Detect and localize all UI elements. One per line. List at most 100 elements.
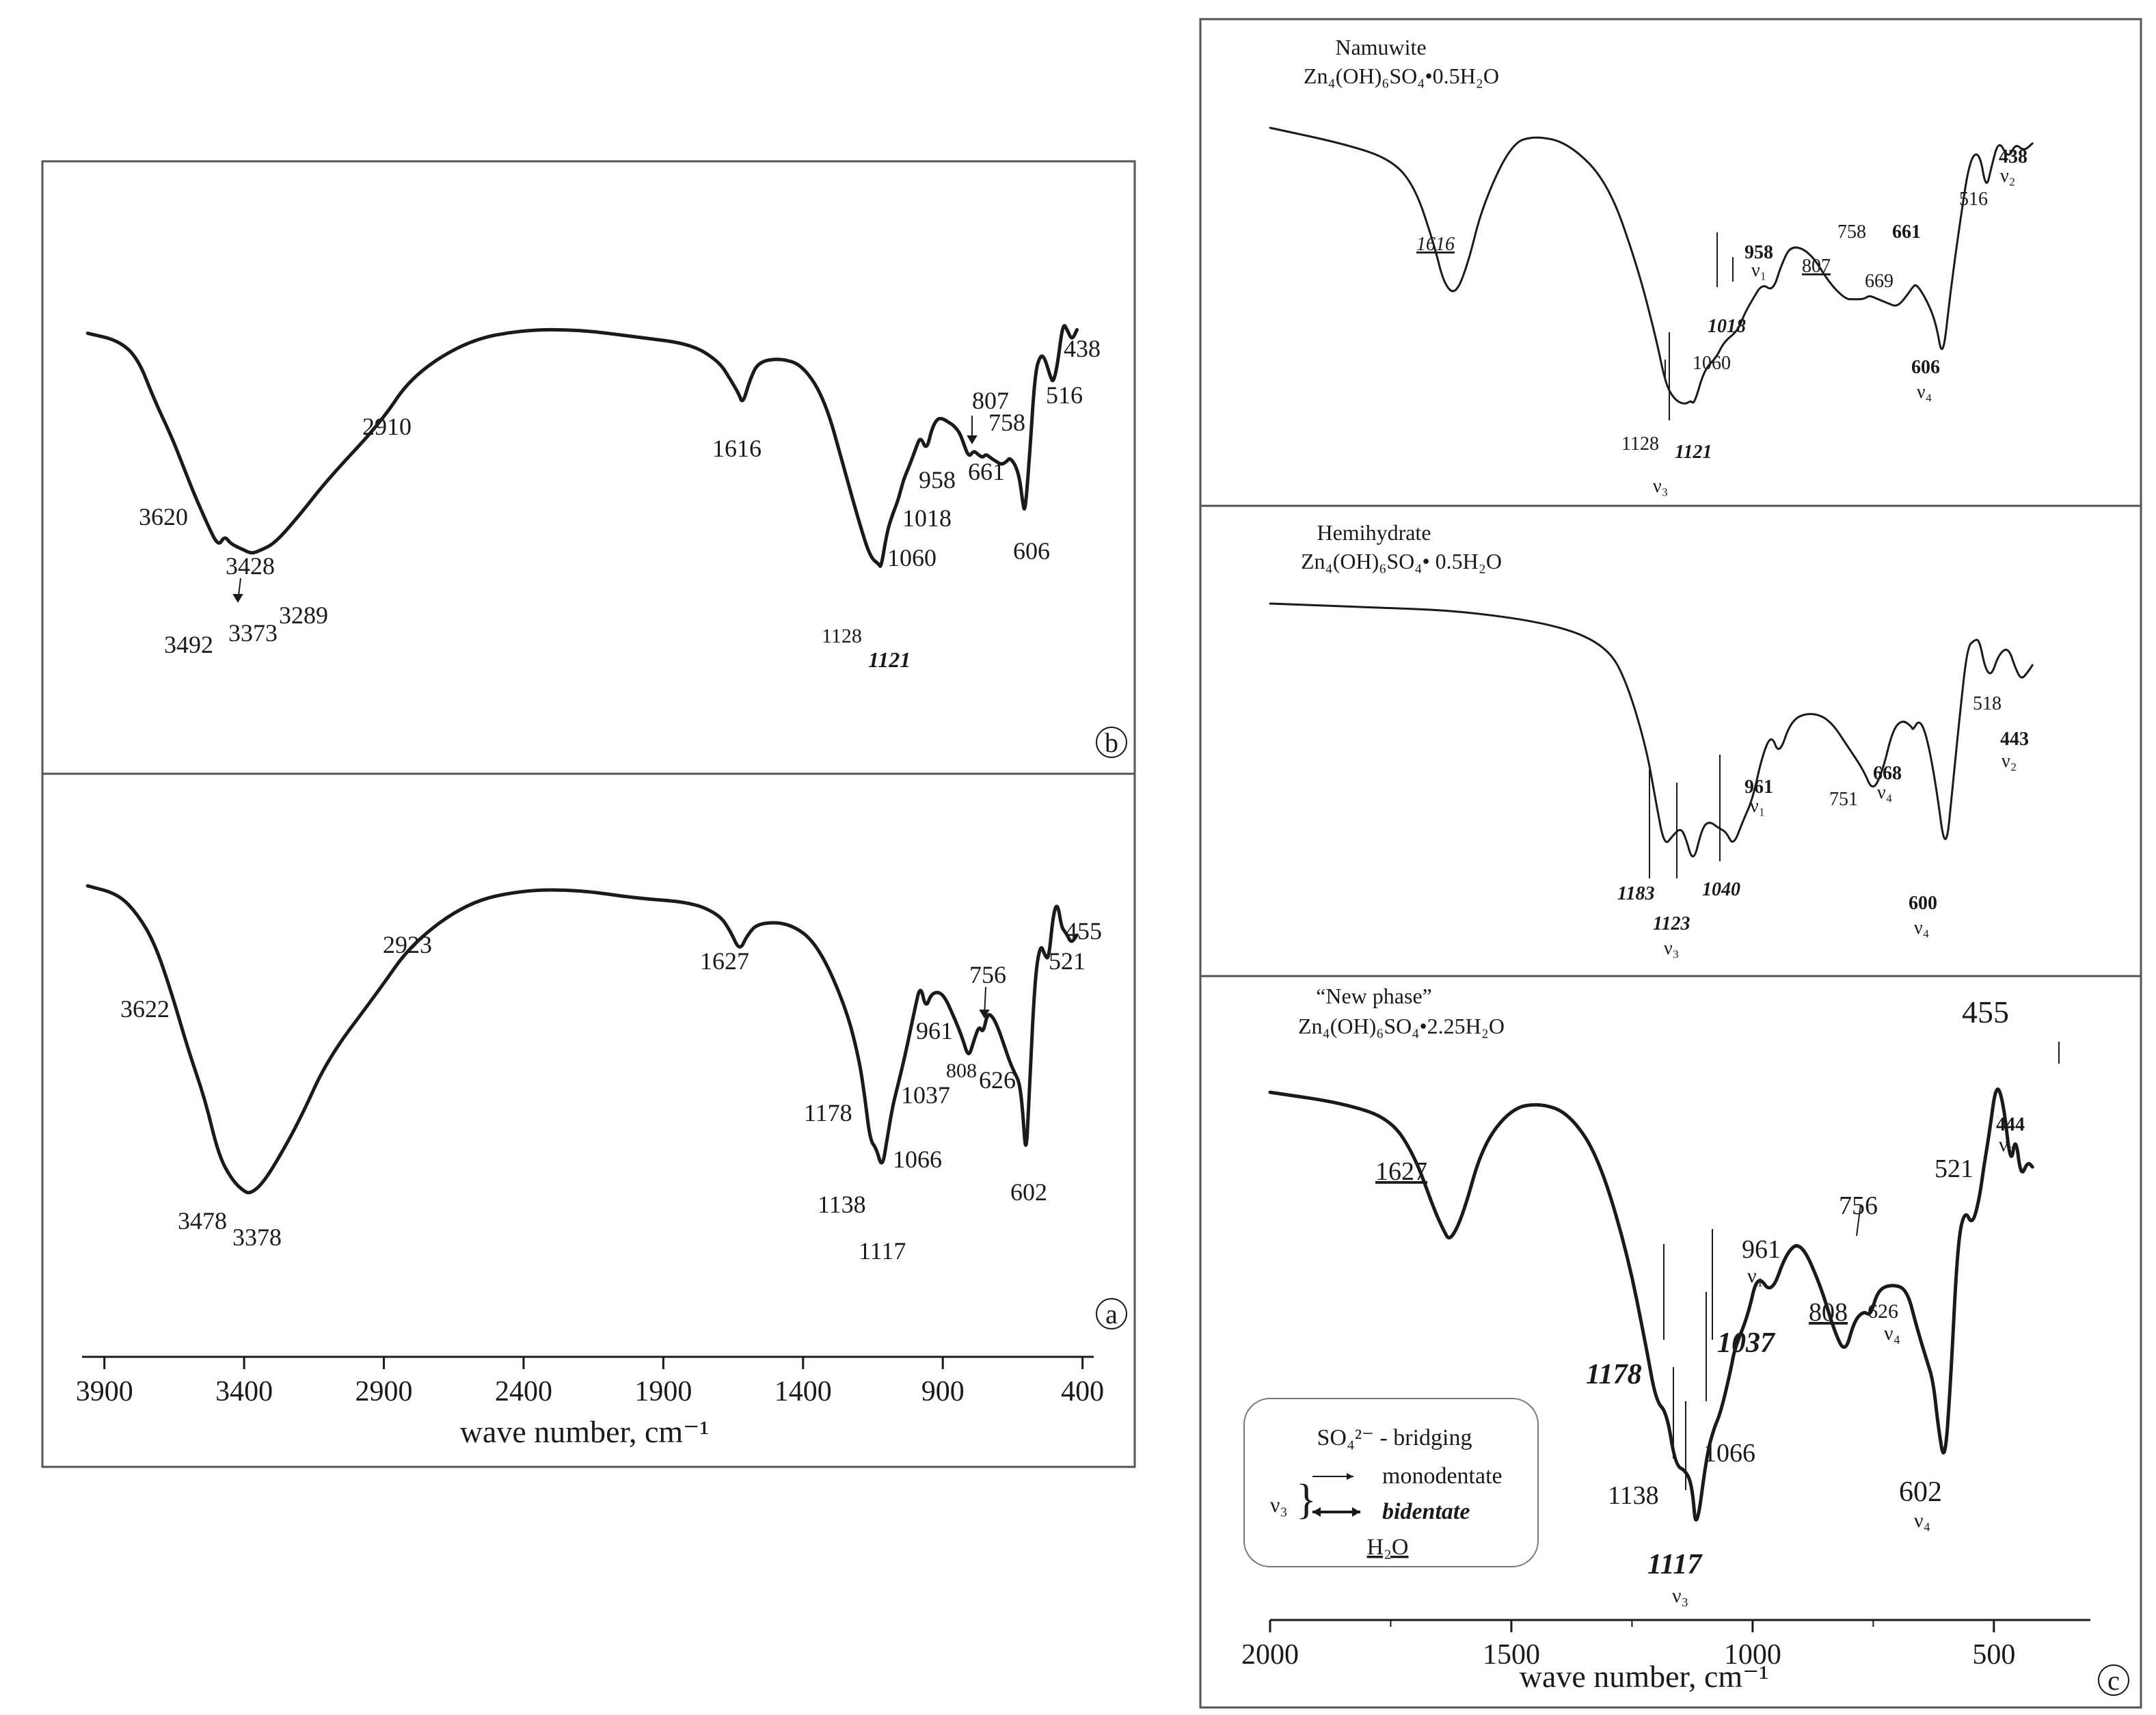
panel-a-spectrum-line	[85, 884, 1079, 1195]
peak-label: 1616	[712, 435, 762, 462]
peak-label: 758	[1837, 221, 1866, 243]
svg-text:}: }	[1296, 1476, 1317, 1523]
peak-label: 958	[919, 466, 956, 494]
x-tick-label: 3400	[215, 1376, 273, 1407]
c-top-subtitle: Zn₄(OH)₆SO₄•0.5H₂O	[1304, 64, 1499, 88]
peak-label: ν₄	[1914, 917, 1929, 938]
c-middle-subtitle: Zn₄(OH)₆SO₄• 0.5H₂O	[1301, 549, 1502, 573]
peak-label: ν₃	[1672, 1584, 1688, 1607]
c-middle-title: Hemihydrate	[1317, 520, 1431, 545]
peak-label: 1060	[887, 544, 936, 571]
peak-label: 602	[1899, 1476, 1942, 1508]
peak-label: 1121	[868, 647, 911, 672]
c-bottom-subtitle: Zn₄(OH)₆SO₄•2.25H₂O	[1298, 1014, 1505, 1038]
c-bottom-title: “New phase”	[1316, 984, 1432, 1008]
peak-label: 2910	[362, 413, 412, 440]
peak-label: 626	[1868, 1300, 1898, 1323]
peak-label: 626	[979, 1066, 1016, 1094]
peak-label: 3620	[139, 503, 188, 530]
panel-c-x-axis-label: wave number, cm⁻¹	[1520, 1659, 1769, 1694]
peak-label: 3428	[226, 552, 275, 580]
panel-c-letter: c	[2098, 1664, 2129, 1696]
peak-label: 521	[1935, 1154, 1973, 1183]
peak-label: 961	[1744, 777, 1773, 798]
peak-label: 807	[972, 387, 1009, 414]
peak-label: ν₁	[1751, 260, 1766, 281]
peak-label: 758	[988, 409, 1025, 436]
peak-label: 3373	[228, 619, 278, 647]
x-tick-label: 2900	[355, 1376, 413, 1407]
peak-label: 958	[1744, 242, 1773, 263]
peak-label: ν₃	[1664, 938, 1679, 959]
peak-label: 602	[1010, 1178, 1047, 1206]
legend-monodentate-label: monodentate	[1382, 1463, 1503, 1489]
x-tick-label: 1900	[634, 1376, 692, 1407]
panel-a-letter: a	[1096, 1298, 1127, 1329]
peak-label: 443	[2000, 729, 2029, 750]
peak-label: 3478	[178, 1207, 227, 1234]
peak-label: 2923	[383, 931, 432, 958]
peak-label: 521	[1049, 947, 1086, 975]
new-phase-peak-labels: 1627 1178 1138 1117 ν₃ 1066 1037 961 ν₁ …	[1375, 995, 2025, 1607]
peak-label: 438	[1999, 146, 2027, 167]
panel-b-peak-labels: 3620 3492 3428 3373 3289 2910 1616 1128 …	[139, 335, 1101, 672]
panel-a-frame	[41, 772, 1136, 1468]
panel-b-letter: b	[1096, 727, 1127, 758]
panel-c-frame	[1199, 18, 2142, 1709]
x-tick-label: 2400	[495, 1376, 552, 1407]
peak-label: 1178	[804, 1099, 852, 1126]
namuwite-peak-labels: 1616 1128 1121 ν₃ 1060 1018 958 ν₁ 807 7…	[1416, 146, 2027, 497]
panel-a-x-ticks: 3900 3400 2900 2400 1900 1400 900 400	[76, 1357, 1104, 1407]
peak-label: ν₄	[1877, 782, 1892, 803]
peak-label: ν₄	[1914, 1509, 1930, 1532]
peak-label: 1138	[818, 1191, 866, 1218]
svg-text:c: c	[2107, 1665, 2120, 1696]
peak-label: 455	[1065, 917, 1102, 945]
peak-label: 516	[1959, 189, 1988, 210]
peak-label: 751	[1829, 789, 1858, 810]
peak-label: 1183	[1617, 883, 1654, 904]
panel-a-peak-labels: 3622 3478 3378 2923 1627 1178 1138 1117 …	[120, 917, 1102, 1265]
peak-label: 1138	[1608, 1481, 1659, 1510]
x-tick-label: 1400	[774, 1376, 832, 1407]
hemihydrate-peak-labels: 1183 1123 ν₃ 1040 961 ν₁ 751 668 ν₄ 600 …	[1617, 693, 2029, 959]
peak-label: 1123	[1653, 913, 1690, 934]
peak-label: 808	[946, 1059, 977, 1082]
peak-label: ν₄	[1917, 381, 1932, 403]
peak-label: 1037	[901, 1081, 950, 1109]
svg-text:b: b	[1105, 727, 1118, 758]
namuwite-spectrum-line	[1269, 126, 2034, 405]
peak-label: 444	[1996, 1114, 2025, 1135]
peak-label: 1037	[1717, 1327, 1776, 1359]
peak-label: ν₁	[1747, 1265, 1764, 1287]
peak-label: 3289	[279, 602, 328, 629]
peak-label: ν₁	[1750, 796, 1765, 817]
peak-label: 1627	[700, 947, 749, 975]
panel-b-spectrum-line	[85, 323, 1079, 568]
peak-label: 1128	[1621, 433, 1659, 455]
peak-label: 1066	[1703, 1439, 1755, 1468]
peak-label: 1040	[1702, 879, 1740, 900]
peak-label: 600	[1909, 893, 1937, 914]
peak-label: 518	[1973, 693, 2002, 714]
x-tick-label: 500	[1972, 1639, 2015, 1671]
peak-label: 3378	[232, 1224, 282, 1251]
peak-label: ν₄	[1884, 1322, 1900, 1345]
peak-label: 661	[1892, 221, 1921, 243]
peak-label: 961	[916, 1017, 953, 1044]
new-phase-spectrum-line	[1268, 1088, 2034, 1522]
peak-label: 3492	[164, 631, 213, 658]
peak-label: 1121	[1675, 442, 1712, 463]
x-tick-label: 400	[1061, 1376, 1104, 1407]
peak-label: 756	[1839, 1191, 1878, 1220]
peak-label: 1066	[893, 1146, 942, 1173]
legend-bidentate-label: bidentate	[1382, 1499, 1470, 1524]
x-tick-label: 900	[921, 1376, 965, 1407]
peak-label: 3622	[120, 995, 170, 1023]
legend-nu3-label: ν₃	[1270, 1492, 1288, 1517]
peak-label: ν₃	[1653, 476, 1668, 497]
peak-label: 516	[1046, 381, 1083, 409]
peak-label: 438	[1064, 335, 1101, 362]
x-tick-label: 1000	[1724, 1639, 1781, 1671]
peak-label: 1178	[1586, 1359, 1642, 1390]
